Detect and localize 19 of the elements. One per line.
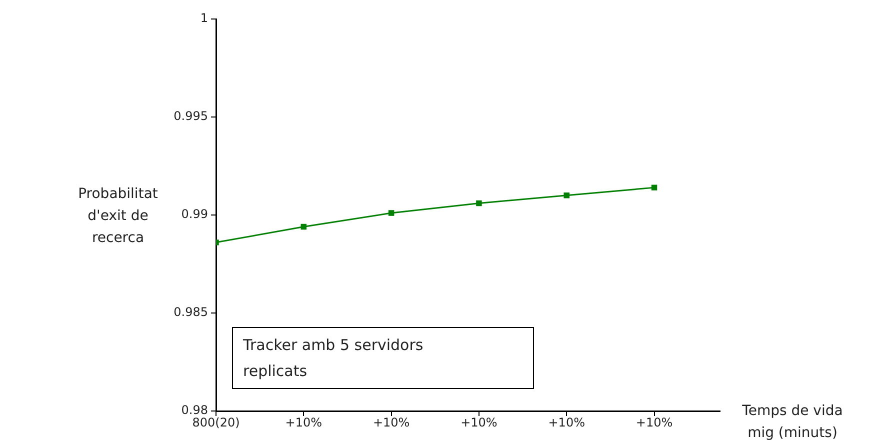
y-tick-label: 0.985 xyxy=(174,305,208,320)
x-tick-label: +10% xyxy=(636,415,673,430)
y-tick-label: 1 xyxy=(200,11,208,26)
x-tick-label: +10% xyxy=(285,415,322,430)
x-axis-title: Temps de vida mig (minuts) xyxy=(741,402,844,443)
x-tick-label: +10% xyxy=(548,415,585,430)
point xyxy=(564,192,570,198)
annotation: Tracker amb 5 servidors replicats xyxy=(232,327,534,389)
y-tick-label: 0.98 xyxy=(181,403,208,418)
x-tick-label: +10% xyxy=(372,415,410,430)
point xyxy=(476,200,482,206)
y-tick-label: 0.99 xyxy=(181,207,208,222)
point xyxy=(651,184,658,190)
x-tick-label: 800(20) xyxy=(192,415,240,430)
point xyxy=(300,224,307,230)
x-tick-label: +10% xyxy=(460,415,498,430)
y-axis-title: Probabilitat d'exit de recerca xyxy=(77,185,159,248)
point xyxy=(388,210,394,216)
y-tick-label: 0.995 xyxy=(174,109,208,124)
